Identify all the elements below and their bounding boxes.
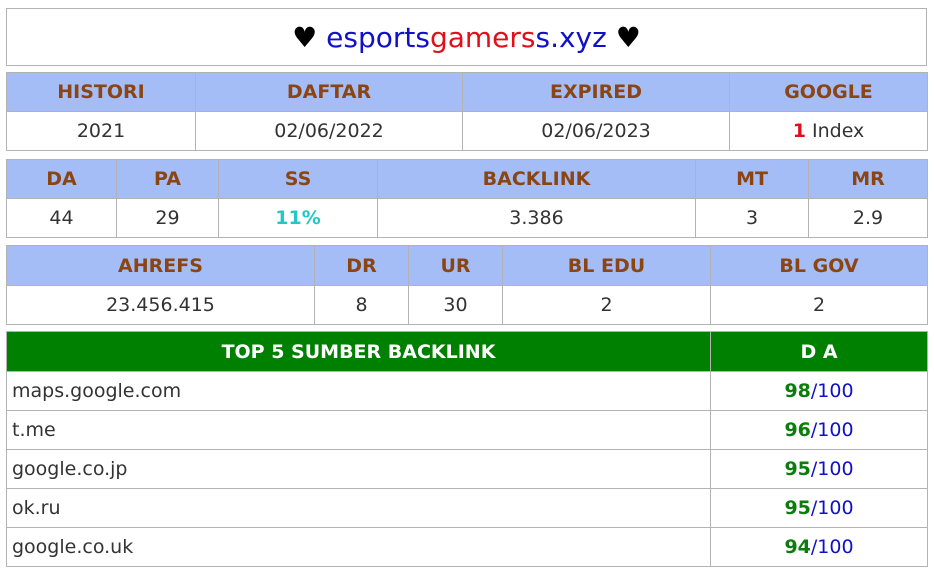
backlink-da: 95/100: [710, 488, 928, 528]
header-daftar: DAFTAR: [195, 72, 463, 112]
ahrefs-table: AHREFS DR UR BL EDU BL GOV 23.456.415 8 …: [6, 245, 928, 325]
da-max: /100: [810, 536, 854, 558]
bl-edu-value: 2: [502, 285, 711, 325]
da-value: 44: [6, 198, 117, 238]
ur-value: 30: [408, 285, 503, 325]
google-index-value: 1 Index: [729, 111, 928, 151]
backlink-da: 98/100: [710, 371, 928, 411]
backlink-sources-table: TOP 5 SUMBER BACKLINK D A maps.google.co…: [6, 331, 928, 567]
da-max: /100: [810, 419, 854, 441]
expired-value: 02/06/2023: [462, 111, 730, 151]
header-bl-edu: BL EDU: [502, 245, 711, 286]
backlink-source: google.co.uk: [6, 527, 711, 567]
ahrefs-value: 23.456.415: [6, 285, 315, 325]
domain-info-table: HISTORI DAFTAR EXPIRED GOOGLE 2021 02/06…: [6, 72, 928, 151]
da-max: /100: [810, 458, 854, 480]
domain-name-part3: s.xyz: [535, 20, 607, 54]
backlink-source: ok.ru: [6, 488, 711, 528]
google-index-label: Index: [811, 120, 865, 142]
header-ahrefs: AHREFS: [6, 245, 315, 286]
da-max: /100: [810, 380, 854, 402]
da-score: 94: [784, 536, 811, 558]
header-da: DA: [6, 159, 117, 199]
pa-value: 29: [116, 198, 219, 238]
backlink-source: t.me: [6, 410, 711, 450]
backlink-da: 95/100: [710, 449, 928, 489]
table-row: google.co.jp 95/100: [6, 449, 928, 489]
ss-value: 11%: [218, 198, 378, 238]
histori-value: 2021: [6, 111, 196, 151]
dr-value: 8: [314, 285, 409, 325]
header-mr: MR: [808, 159, 928, 199]
backlink-source: maps.google.com: [6, 371, 711, 411]
header-backlink: BACKLINK: [377, 159, 696, 199]
metrics-table: DA PA SS BACKLINK MT MR 44 29 11% 3.386 …: [6, 159, 928, 238]
header-google: GOOGLE: [729, 72, 928, 112]
daftar-value: 02/06/2022: [195, 111, 463, 151]
heart-icon: ♥: [292, 20, 318, 54]
da-score: 96: [784, 419, 811, 441]
header-pa: PA: [116, 159, 219, 199]
bl-gov-value: 2: [710, 285, 928, 325]
da-max: /100: [810, 497, 854, 519]
da-score: 95: [784, 458, 811, 480]
header-bl-gov: BL GOV: [710, 245, 928, 286]
da-score: 95: [784, 497, 811, 519]
mr-value: 2.9: [808, 198, 928, 238]
da-score: 98: [784, 380, 811, 402]
header-top-backlink: TOP 5 SUMBER BACKLINK: [6, 331, 711, 372]
heart-icon: ♥: [615, 20, 641, 54]
header-dr: DR: [314, 245, 409, 286]
table-row: t.me 96/100: [6, 410, 928, 450]
domain-name-part2: gamers: [429, 20, 536, 54]
backlink-da: 94/100: [710, 527, 928, 567]
domain-title: ♥ esportsgamerss.xyz ♥: [6, 8, 927, 66]
domain-name-part1: esports: [326, 20, 430, 54]
header-expired: EXPIRED: [462, 72, 730, 112]
header-ur: UR: [408, 245, 503, 286]
table-row: ok.ru 95/100: [6, 488, 928, 528]
backlink-source: google.co.jp: [6, 449, 711, 489]
google-index-count: 1: [792, 120, 806, 142]
table-row: google.co.uk 94/100: [6, 527, 928, 567]
domain-title-box: ♥ esportsgamerss.xyz ♥: [6, 8, 927, 66]
mt-value: 3: [695, 198, 809, 238]
backlink-value: 3.386: [377, 198, 696, 238]
header-backlink-da: D A: [710, 331, 928, 372]
table-row: maps.google.com 98/100: [6, 371, 928, 411]
backlink-da: 96/100: [710, 410, 928, 450]
header-mt: MT: [695, 159, 809, 199]
header-ss: SS: [218, 159, 378, 199]
header-histori: HISTORI: [6, 72, 196, 112]
